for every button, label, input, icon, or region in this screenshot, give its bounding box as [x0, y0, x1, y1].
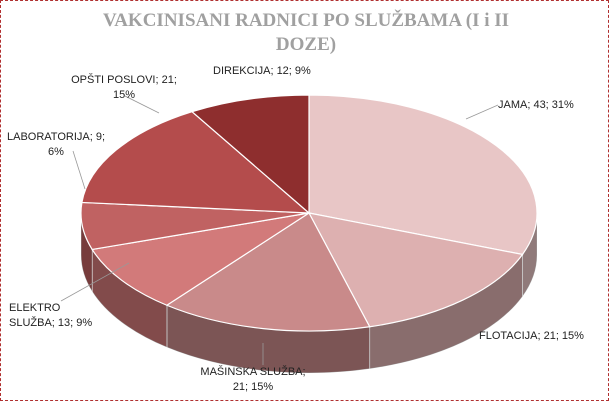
leader-line: [465, 104, 499, 120]
data-label: OPŠTI POSLOVI; 21; 15%: [71, 74, 177, 101]
slice-side-shade: [369, 254, 523, 369]
leader-line: [124, 95, 160, 114]
slice: [165, 212, 371, 332]
slice: [91, 212, 310, 306]
slice: [307, 212, 524, 328]
data-label: FLOTACIJA; 21; 15%: [479, 330, 584, 342]
data-label: LABORATORIJA; 9; 6%: [6, 131, 105, 158]
slice-side-shade: [92, 249, 167, 348]
slice-side-shade: [166, 305, 370, 373]
slice-side-shade: [522, 213, 537, 297]
data-label: JAMA; 43; 31%: [498, 99, 574, 111]
data-label: DIREKCIJA; 12; 9%: [213, 65, 311, 77]
slice: [308, 94, 538, 256]
slice: [81, 111, 311, 214]
slice: [190, 94, 310, 215]
leader-line: [60, 262, 130, 302]
leader-line: [72, 150, 86, 190]
data-label: MAŠINSKA SLUŽBA; 21; 15%: [200, 366, 306, 393]
data-label: ELEKTRO SLUŽBA; 13; 9%: [9, 302, 93, 329]
chart-title: VAKCINISANI RADNICI PO SLUŽBAMA (I i II …: [102, 10, 510, 55]
